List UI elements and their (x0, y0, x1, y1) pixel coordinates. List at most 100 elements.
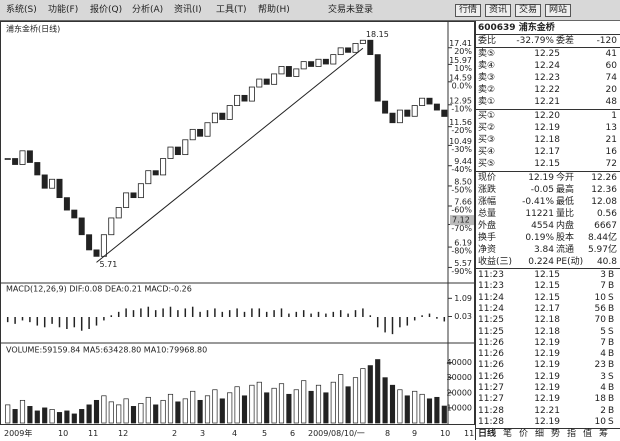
stat-label: 今开 (556, 173, 575, 183)
menu-item[interactable]: 帮助(H) (258, 5, 290, 15)
ask-label: 卖④ (478, 61, 496, 71)
stat-label: 总量 (478, 209, 497, 219)
menu-item[interactable]: 功能(F) (48, 5, 79, 15)
current-price: 7.12 (452, 216, 470, 225)
volume-bar (256, 381, 262, 424)
trade-price: 12.19 (534, 360, 560, 371)
stat-value: 0.224 (528, 257, 554, 267)
stat-label: 涨跌 (478, 185, 497, 195)
trade-side: B (608, 383, 615, 393)
stat-value: 12.36 (591, 185, 617, 195)
ask-label: 卖② (478, 85, 496, 95)
volume-bar (190, 390, 196, 424)
quote-tab[interactable]: 指 (567, 429, 577, 439)
trade-price: 12.21 (534, 405, 560, 416)
x-tick-label: 6 (290, 429, 296, 438)
chart-title: 浦东金桥(日线) (6, 24, 60, 34)
volume-bar (323, 392, 329, 424)
volume-bar (167, 393, 174, 424)
candle (241, 94, 248, 102)
stat-value: 11221 (525, 209, 554, 219)
quote-panel (475, 21, 620, 440)
quote-tab[interactable]: 势 (551, 429, 561, 439)
stat-value: 6667 (594, 221, 617, 231)
separator (476, 428, 620, 429)
stat-value: 0.56 (596, 209, 617, 219)
candle (300, 61, 307, 70)
candle (204, 122, 211, 137)
y-tick-pct: 20% (454, 47, 472, 56)
trade-price: 12.19 (534, 394, 560, 405)
separator (476, 171, 620, 172)
trade-side: S (608, 416, 614, 427)
bid-label: 买② (478, 123, 496, 133)
candle (285, 66, 292, 77)
trade-time: 11:28 (478, 405, 504, 416)
candle (441, 109, 448, 117)
top-button[interactable]: 网站 (545, 4, 572, 17)
quote-tab[interactable]: 价 (519, 429, 529, 439)
volume-bar (42, 407, 48, 424)
separator (476, 109, 620, 110)
menu-item[interactable]: 分析(A) (132, 5, 164, 15)
candle (322, 58, 329, 65)
trade-volume: 4 (600, 383, 606, 393)
top-button[interactable]: 行情 (455, 4, 482, 17)
volume-bar (160, 399, 166, 424)
quote-tab[interactable]: 值 (583, 429, 593, 439)
y-tick-label: 0.03 (454, 312, 472, 321)
stat-value: 12.08 (591, 197, 617, 207)
ask-label: 卖③ (478, 73, 496, 83)
volume-bar (227, 392, 233, 424)
volume-bar (382, 377, 388, 424)
candle (56, 178, 63, 199)
volume-bar (301, 380, 307, 424)
period-tab[interactable]: 日线 (478, 429, 497, 439)
candle (433, 103, 440, 111)
volume-bar (338, 374, 344, 424)
menu-item[interactable]: 资讯(I) (174, 5, 202, 15)
trade-time: 11:24 (478, 303, 504, 314)
candle (278, 66, 285, 75)
candle (137, 183, 144, 199)
candle (63, 197, 70, 211)
candle (396, 109, 403, 124)
stat-label: 最高 (556, 185, 575, 195)
volume-bar (93, 399, 100, 424)
volume-bar (234, 386, 240, 424)
trade-time: 11:23 (478, 270, 504, 280)
top-button[interactable]: 交易 (515, 4, 542, 17)
volume-bar (426, 398, 433, 424)
trade-side: B (608, 303, 615, 314)
bid-price: 12.19 (534, 123, 560, 133)
quote-tab[interactable]: 细 (535, 429, 545, 439)
candle (123, 192, 130, 208)
trade-price: 12.19 (534, 349, 560, 360)
menu-item[interactable]: 报价(Q) (90, 5, 123, 15)
menu-item[interactable]: 工具(T) (216, 5, 247, 15)
ask-price: 12.25 (534, 49, 560, 59)
candle (19, 150, 26, 165)
login-status: 交易未登录 (328, 5, 374, 15)
candle (145, 170, 152, 185)
menu-item[interactable]: 系统(S) (6, 5, 37, 15)
quote-tab[interactable]: 笔 (503, 429, 513, 439)
top-button[interactable]: 资讯 (485, 4, 512, 17)
quote-tab[interactable]: 筹 (599, 429, 609, 439)
trade-side: S (608, 371, 614, 382)
candle (41, 174, 48, 189)
trade-price: 12.15 (534, 292, 560, 303)
candle (71, 209, 78, 219)
trade-volume: 3 (600, 371, 606, 382)
trade-time: 11:28 (478, 416, 504, 427)
volume-bar (56, 412, 63, 424)
volume-bar (175, 401, 181, 424)
volume-bar (145, 396, 151, 424)
y-tick-pct: -40% (451, 165, 472, 174)
trade-volume: 56 (594, 303, 606, 314)
ratio-value: -120 (596, 36, 617, 46)
stock-header: 600639 浦东金桥 (478, 23, 555, 33)
candle (389, 112, 396, 124)
volume-bar (71, 413, 77, 424)
stat-value: 0.19% (525, 233, 554, 243)
